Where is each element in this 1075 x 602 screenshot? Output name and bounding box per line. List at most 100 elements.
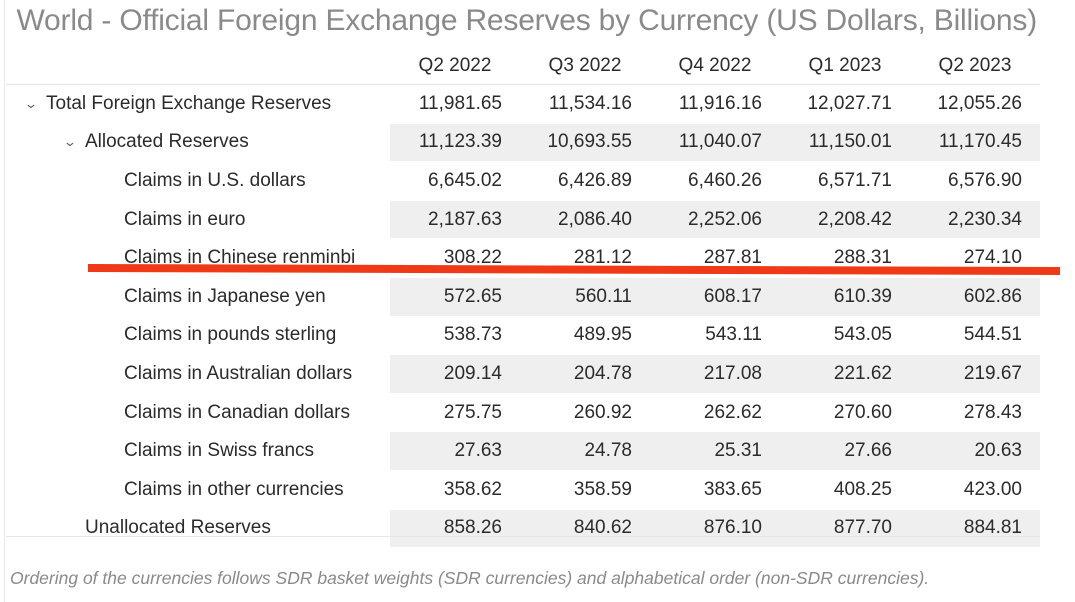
footnote: Ordering of the currencies follows SDR b… xyxy=(10,568,930,588)
table-cell: 2,252.06 xyxy=(688,208,762,230)
table-row: Claims in other currencies 358.62 358.59 38… xyxy=(6,471,1040,510)
row-label-text: Claims in pounds sterling xyxy=(124,324,337,346)
table-cell: 275.75 xyxy=(443,401,502,423)
column-header[interactable]: Q2 2023 xyxy=(938,55,1012,76)
table-cell: 20.63 xyxy=(974,440,1022,462)
table-cell: 274.10 xyxy=(963,247,1022,269)
table-cell: 408.25 xyxy=(833,478,892,500)
row-label-text: Claims in other currencies xyxy=(124,478,344,500)
table-cell: 10,693.55 xyxy=(547,131,632,153)
row-cells: 209.14 204.78 217.08 221.62 219.67 xyxy=(390,355,1040,393)
column-header[interactable]: Q1 2023 xyxy=(808,55,882,76)
table-row: Claims in Australian dollars 209.14 204.78… xyxy=(6,355,1040,394)
row-label: Unallocated Reserves xyxy=(6,510,390,548)
table-cell: 12,055.26 xyxy=(937,92,1022,114)
column-header[interactable]: Q2 2022 xyxy=(418,55,492,76)
row-label: Claims in euro xyxy=(6,201,390,239)
row-label-text: Claims in Swiss francs xyxy=(124,440,315,462)
table-cell: 11,123.39 xyxy=(418,131,502,153)
table-row: Claims in U.S. dollars 6,645.02 6,426.89 6,… xyxy=(6,162,1040,201)
row-label-text: Claims in U.S. dollars xyxy=(124,169,306,191)
table-cell: 308.22 xyxy=(443,247,502,269)
row-cells: 11,981.65 11,534.16 11,916.16 12,027.71 12,0… xyxy=(390,85,1040,123)
table-cell: 608.17 xyxy=(703,285,762,307)
table-cell: 884.81 xyxy=(963,517,1022,539)
table-cell: 876.10 xyxy=(703,517,762,539)
table-cell: 204.78 xyxy=(573,362,632,384)
table-cell: 278.43 xyxy=(963,401,1022,423)
row-label: Claims in Australian dollars xyxy=(6,355,390,393)
reserves-table: Q2 2022 Q3 2022 Q4 2022 Q1 2023 Q2 2023 … xyxy=(6,48,1040,549)
table-cell: 11,150.01 xyxy=(808,131,892,153)
row-cells: 308.22 281.12 287.81 288.31 274.10 xyxy=(390,239,1040,277)
table-cell: 12,027.71 xyxy=(807,92,892,114)
row-label[interactable]: ⌄ Total Foreign Exchange Reserves xyxy=(6,85,390,123)
table-cell: 602.86 xyxy=(963,285,1022,307)
table-cell: 2,208.42 xyxy=(818,208,892,230)
row-label: Claims in Canadian dollars xyxy=(6,394,390,432)
table-body: ⌄ Total Foreign Exchange Reserves 11,981.6… xyxy=(6,85,1040,549)
table-cell: 383.65 xyxy=(703,478,762,500)
table-cell: 27.66 xyxy=(844,440,892,462)
table-cell: 217.08 xyxy=(703,362,762,384)
table-cell: 27.63 xyxy=(454,440,502,462)
table-cell: 2,230.34 xyxy=(948,208,1022,230)
table-header-row: Q2 2022 Q3 2022 Q4 2022 Q1 2023 Q2 2023 xyxy=(6,48,1040,85)
table-cell: 858.26 xyxy=(443,517,502,539)
header-label-spacer xyxy=(6,48,390,84)
table-cell: 543.05 xyxy=(833,324,892,346)
table-cell: 24.78 xyxy=(584,440,632,462)
table-row: ⌄ Allocated Reserves 11,123.39 10,693.55 11,… xyxy=(6,123,1040,163)
column-header[interactable]: Q3 2022 xyxy=(548,55,622,76)
table-cell: 219.67 xyxy=(963,362,1022,384)
row-label: Claims in Chinese renminbi xyxy=(6,239,390,277)
row-label[interactable]: ⌄ Allocated Reserves xyxy=(6,124,390,162)
table-cell: 209.14 xyxy=(443,362,502,384)
chevron-down-icon[interactable]: ⌄ xyxy=(62,134,78,150)
table-cell: 6,576.90 xyxy=(948,169,1022,191)
row-label-text: Claims in euro xyxy=(124,208,246,230)
table-cell: 221.62 xyxy=(833,362,892,384)
table-cell: 877.70 xyxy=(833,517,892,539)
table-cell: 6,426.89 xyxy=(558,169,632,191)
row-label: Claims in Swiss francs xyxy=(6,432,390,470)
table-row: Claims in Japanese yen 572.65 560.11 608.17… xyxy=(6,277,1040,317)
row-cells: 275.75 260.92 262.62 270.60 278.43 xyxy=(390,394,1040,432)
row-label-text: Claims in Australian dollars xyxy=(124,362,353,384)
table-row: Claims in pounds sterling 538.73 489.95 543… xyxy=(6,317,1040,356)
row-label: Claims in pounds sterling xyxy=(6,317,390,355)
table-cell: 610.39 xyxy=(833,285,892,307)
table-cell: 11,534.16 xyxy=(548,92,632,114)
chevron-down-icon[interactable]: ⌄ xyxy=(23,95,39,111)
row-cells: 358.62 358.59 383.65 408.25 423.00 xyxy=(390,471,1040,509)
table-row: Claims in Swiss francs 27.63 24.78 25.31 27.… xyxy=(6,432,1040,471)
row-label-text: Unallocated Reserves xyxy=(85,517,271,539)
table-cell: 11,040.07 xyxy=(678,131,762,153)
row-label-text: Claims in Chinese renminbi xyxy=(124,247,356,269)
table-row: Claims in Canadian dollars 275.75 260.92 26… xyxy=(6,394,1040,433)
table-cell: 544.51 xyxy=(963,324,1022,346)
row-cells: 2,187.63 2,086.40 2,252.06 2,208.42 2,230.34 xyxy=(390,200,1040,239)
table-cell: 6,571.71 xyxy=(818,169,892,191)
table-row: Claims in euro 2,187.63 2,086.40 2,252.06 2,… xyxy=(6,200,1040,240)
row-cells: 6,645.02 6,426.89 6,460.26 6,571.71 6,576.90 xyxy=(390,162,1040,200)
table-cell: 572.65 xyxy=(443,285,502,307)
table-cell: 287.81 xyxy=(703,247,762,269)
row-cells: 858.26 840.62 876.10 877.70 884.81 xyxy=(390,509,1040,548)
page-left-border xyxy=(4,0,5,602)
row-label-text: Claims in Japanese yen xyxy=(124,285,326,307)
table-cell: 840.62 xyxy=(573,517,632,539)
table-row: Claims in Chinese renminbi 308.22 281.12 28… xyxy=(6,239,1040,278)
table-cell: 281.12 xyxy=(573,247,632,269)
table-cell: 560.11 xyxy=(575,285,632,307)
table-cell: 2,187.63 xyxy=(428,208,502,230)
table-cell: 538.73 xyxy=(443,324,502,346)
row-label-text: Total Foreign Exchange Reserves xyxy=(46,92,332,114)
row-label-text: Allocated Reserves xyxy=(85,131,249,153)
row-label: Claims in other currencies xyxy=(6,471,390,509)
table-cell: 260.92 xyxy=(573,401,632,423)
row-cells: 538.73 489.95 543.11 543.05 544.51 xyxy=(390,317,1040,355)
column-header[interactable]: Q4 2022 xyxy=(678,55,752,76)
table-cell: 543.11 xyxy=(705,324,762,346)
header-cells: Q2 2022 Q3 2022 Q4 2022 Q1 2023 Q2 2023 xyxy=(390,48,1040,84)
